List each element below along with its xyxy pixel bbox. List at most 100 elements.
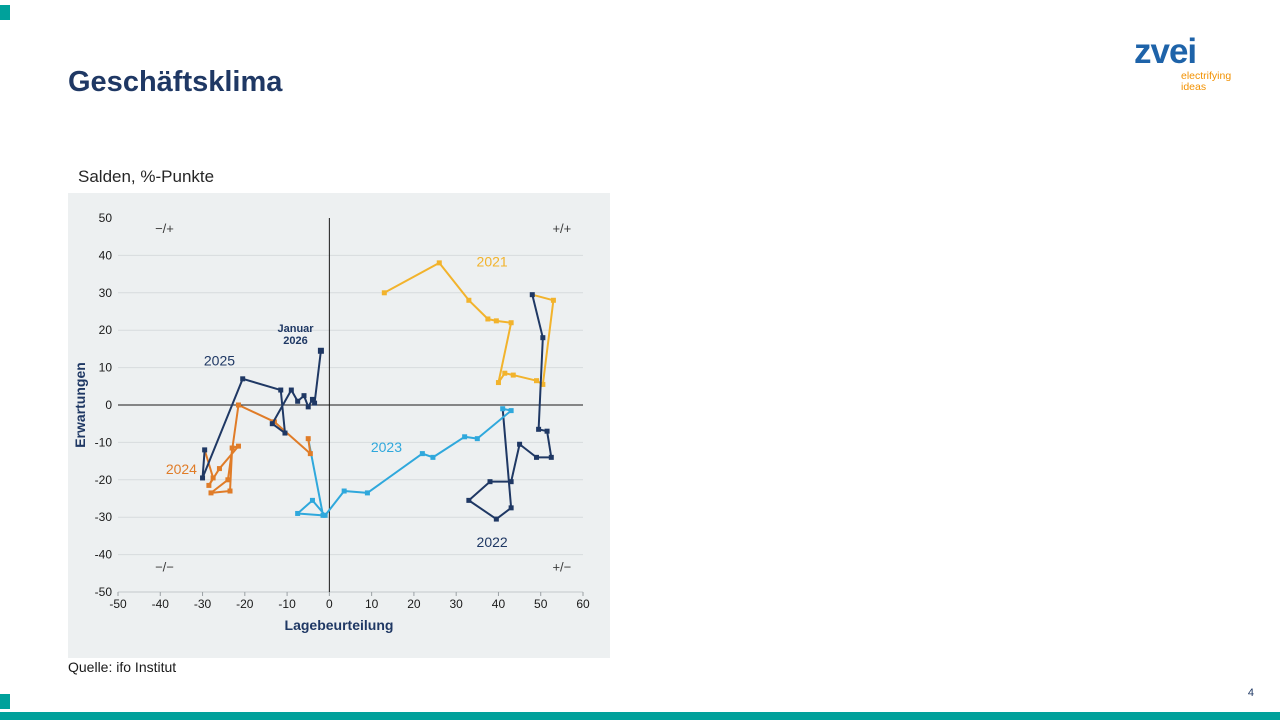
series-2021-point: [381, 290, 387, 296]
series-2023-point: [320, 512, 326, 518]
series-2021-point: [534, 378, 539, 384]
series-2025-point: [278, 387, 284, 393]
series-2025-point: [200, 475, 206, 481]
y-tick-label: -40: [95, 548, 113, 562]
series-2024-point: [307, 451, 313, 457]
y-tick-label: 40: [99, 248, 113, 262]
series-2024-label: 2024: [166, 461, 197, 477]
quadrant-label-top-right: +/+: [552, 221, 571, 236]
x-tick-label: 0: [326, 597, 333, 611]
series-2025-point: [288, 387, 294, 393]
y-tick-label: 50: [99, 211, 113, 225]
zvei-logo: zvei electrifying ideas: [1134, 34, 1254, 93]
series-2021-point: [495, 380, 501, 386]
y-tick-label: 20: [99, 323, 113, 337]
series-2021-point: [510, 372, 516, 378]
series-2023-point: [419, 451, 425, 457]
series-2023-point: [430, 454, 436, 460]
series-2025-point: [240, 376, 246, 382]
series-2022-point: [517, 441, 523, 447]
page-number: 4: [1247, 687, 1254, 699]
series-2025-point: [269, 421, 275, 427]
series-2024-point: [225, 477, 231, 483]
series-2023-point: [341, 488, 347, 494]
series-2025-point: [309, 396, 315, 402]
series-2024-point: [305, 436, 311, 442]
chart-subtitle: Salden, %-Punkte: [78, 167, 215, 186]
chart-panel: −/+ +/+ −/− +/− -50 -40 -30 -20 -10 0 10 20 30 40 50 60…: [68, 193, 610, 658]
x-tick-label: 30: [450, 597, 464, 611]
logo-tagline: electrifying ideas: [1181, 71, 1254, 93]
business-climate-chart: −/+ +/+ −/− +/− -50 -40 -30 -20 -10 0 10 20 30 40 50 60…: [95, 211, 590, 611]
x-tick-label: 10: [365, 597, 379, 611]
series-2021-point: [493, 318, 499, 324]
y-tick-label: -50: [95, 585, 113, 599]
page-title: Geschäftsklima: [68, 66, 283, 98]
accent-bottom-left: [0, 694, 10, 709]
x-tick-label: -10: [278, 597, 296, 611]
series-2025-label: 2025: [204, 353, 235, 369]
y-tick-label: -30: [95, 510, 113, 524]
series-2021-point: [550, 297, 556, 303]
series-2023-point: [295, 510, 301, 516]
series-2025-point: [295, 398, 301, 404]
series-2022-point: [508, 505, 514, 511]
quadrant-label-top-left: −/+: [155, 221, 174, 236]
series-2021-point: [436, 260, 442, 266]
series-2022-label: 2022: [477, 534, 508, 550]
series-2025-point: [305, 404, 311, 410]
series-2023-point: [474, 436, 480, 442]
quadrant-label-bottom-right: +/−: [552, 559, 571, 574]
series-2022-point: [544, 428, 550, 434]
zvei-wordmark: zvei: [1134, 32, 1197, 71]
series-2021-point: [485, 316, 491, 322]
series-2025-point: [202, 447, 208, 453]
series-2022-point: [493, 516, 499, 522]
series-2021-point: [466, 297, 472, 303]
series-2021-label: 2021: [477, 254, 508, 270]
series-2022-point: [529, 292, 535, 298]
y-tick-label: -20: [95, 473, 113, 487]
series-2022-point: [548, 454, 554, 460]
series-2021-point: [502, 370, 508, 376]
series-2023-point: [364, 490, 370, 496]
annotation-label-januar-2026: Januar 2026: [278, 323, 315, 347]
series-2022-point: [487, 479, 493, 485]
y-tick-label: 0: [105, 398, 112, 412]
x-tick-label: -40: [152, 597, 170, 611]
logo-tagline-line1: electrifying: [1181, 70, 1232, 82]
series-2023-point: [500, 406, 506, 412]
accent-top-left: [0, 5, 10, 20]
x-tick-label: 50: [534, 597, 548, 611]
series-2022-point: [536, 426, 542, 432]
series-2022-point: [534, 454, 539, 460]
series-2022-point: [540, 335, 546, 341]
series-2024-point: [210, 475, 216, 481]
series-2022-point: [508, 479, 514, 485]
y-tick-label: 10: [99, 361, 113, 375]
series-2024-point: [235, 443, 241, 449]
series-2021-point: [540, 381, 546, 387]
series-2023-point: [462, 434, 468, 440]
series-2025-point: [312, 400, 318, 406]
x-tick-label: -30: [194, 597, 212, 611]
annotation-point-januar-2026: [317, 347, 324, 354]
x-tick-label: -50: [109, 597, 127, 611]
y-tick-label: 30: [99, 286, 113, 300]
series-2024-point: [206, 482, 212, 488]
quadrant-label-bottom-left: −/−: [155, 559, 174, 574]
logo-tagline-line2: ideas: [1181, 81, 1207, 93]
series-2021-point: [508, 320, 514, 326]
series-2023-point: [309, 497, 315, 503]
y-axis-label: Erwartungen: [72, 362, 88, 448]
series-2023-label: 2023: [371, 439, 402, 455]
series-2022-point: [466, 497, 472, 503]
series-2021-line: [383, 261, 555, 386]
x-tick-label: 20: [407, 597, 421, 611]
series-2025-line: [201, 350, 322, 479]
x-axis-label: Lagebeurteilung: [284, 617, 394, 633]
series-2024-point: [208, 490, 214, 496]
series-2025-point: [282, 430, 288, 436]
series-2023-point: [508, 408, 514, 414]
series-2024-point: [229, 445, 235, 451]
